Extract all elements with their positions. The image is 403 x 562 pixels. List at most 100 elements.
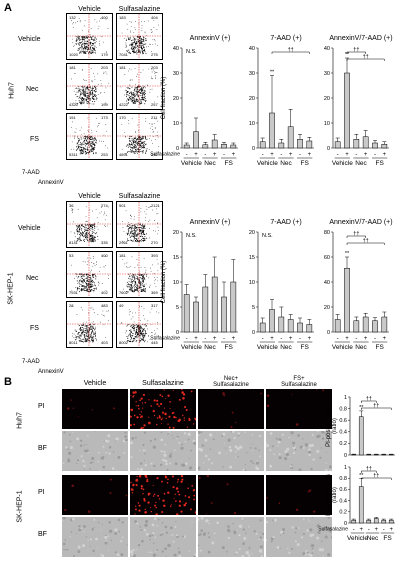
micro-row-bf-sk: BF	[38, 531, 47, 538]
annotation-ns: N.S.	[186, 49, 197, 55]
bar	[193, 131, 199, 149]
bf-micrograph	[197, 429, 264, 473]
y-tick-label: 0.6	[339, 487, 347, 493]
y-tick-label: 10	[249, 121, 255, 127]
sulfasalazine-label: Sulfasalazine	[318, 527, 348, 533]
y-tick-label: 40	[173, 46, 179, 52]
group-label: Nec	[204, 160, 216, 167]
chart-title: AnnexinV (+)	[190, 219, 231, 226]
y-tick-label: 1	[344, 395, 347, 401]
group-label: FS	[301, 160, 310, 167]
y-tick-label: 0.6	[339, 418, 347, 424]
treatment-sign: -	[299, 336, 301, 342]
quadrant-count: 400	[101, 253, 108, 258]
annotation-significance: **	[345, 251, 350, 257]
quadrant-count: 211	[151, 115, 158, 120]
y-tick-label: 20	[324, 96, 330, 102]
quadrant-count: 317	[151, 303, 158, 308]
quadrant-count: 8141	[69, 240, 78, 245]
quadrant-count: 179	[101, 52, 108, 57]
y-tick-label: 0	[176, 330, 179, 336]
y-tick-label: 0	[252, 146, 255, 152]
bar	[373, 454, 379, 456]
group-label: Nec	[280, 344, 292, 351]
group-label: Vehicle	[257, 344, 278, 351]
y-tick-label: 30	[324, 71, 330, 77]
flow-plot: 183 404 7041 275	[116, 13, 163, 60]
pi-micrograph	[62, 389, 128, 429]
annotation-dagger: ††	[373, 403, 379, 409]
quadrant-count: 183	[119, 15, 126, 20]
flow-axis-y-sk: 7-AAD	[22, 359, 40, 365]
bar	[358, 416, 364, 456]
quadrant-count: 275	[151, 52, 158, 57]
flow-plot: 151 173 5311 253	[66, 113, 113, 160]
treatment-sign: +	[389, 527, 393, 533]
treatment-sign: -	[374, 152, 376, 158]
y-tick-label: 0.8	[339, 476, 347, 482]
row-hdr-nec-sk: Nec	[26, 275, 39, 282]
quadrant-count: 8002	[119, 340, 128, 345]
bar	[259, 322, 266, 333]
treatment-sign: +	[383, 152, 387, 158]
annotation-ns: N.S.	[186, 233, 197, 239]
group-label: Vehicle	[257, 160, 278, 167]
y-axis-label: (ratio)	[332, 487, 338, 503]
treatment-sign: +	[270, 152, 274, 158]
quadrant-count: 403	[101, 340, 108, 345]
group-label: Vehicle	[181, 344, 202, 351]
y-axis-label: PI-positive cells	[326, 405, 332, 447]
y-tick-label: 40	[324, 280, 330, 286]
treatment-sign: -	[262, 152, 264, 158]
treatment-sign: -	[204, 152, 206, 158]
treatment-sign: +	[289, 152, 293, 158]
flow-plot: 36 274 8141 335	[66, 201, 113, 248]
y-axis-label: Cell fraction (%)	[161, 77, 167, 120]
treatment-sign: -	[368, 527, 370, 533]
flow-plot: 28 483 8011 403	[66, 301, 113, 348]
bar	[381, 316, 388, 333]
pi-micrograph	[128, 388, 198, 431]
flow-plot: 53 400 7931 402	[66, 251, 113, 298]
quadrant-count: 335	[101, 240, 108, 245]
bar	[287, 126, 294, 149]
quadrant-count: 53	[69, 253, 74, 258]
y-axis-label: PI-positive cells	[326, 474, 332, 516]
bar	[202, 286, 209, 333]
bar-chart: 0 10 20 30 40 AnnexinV (+) Cell fraction (%) N.…	[150, 35, 238, 167]
micro-col-fs-sulfasalazine: FS+ Sulfasalazine	[281, 376, 317, 388]
y-tick-label: 15	[173, 255, 179, 261]
chart-title: 7-AAD (+)	[270, 219, 301, 226]
y-tick-label: 0	[344, 453, 347, 459]
y-tick-label: 30	[173, 71, 179, 77]
row-hdr-vehicle: Vehicle	[18, 36, 41, 43]
quadrant-count: 270	[151, 240, 158, 245]
treatment-sign: +	[308, 152, 312, 158]
treatment-sign: +	[194, 336, 198, 342]
bar	[278, 316, 285, 333]
bar	[269, 112, 275, 149]
bf-micrograph	[62, 430, 129, 472]
y-tick-label: 0.2	[339, 510, 347, 516]
treatment-sign: +	[359, 527, 363, 533]
treatment-sign: +	[374, 527, 378, 533]
group-label: FS	[383, 535, 392, 542]
row-hdr-nec: Nec	[26, 86, 39, 93]
group-label: Nec	[280, 160, 292, 167]
y-tick-label: 5	[176, 305, 179, 311]
y-tick-label: 10	[173, 280, 179, 286]
bar	[362, 316, 369, 333]
y-tick-label: 5	[252, 305, 255, 311]
y-tick-label: 15	[249, 255, 255, 261]
bar	[202, 144, 209, 149]
y-tick-label: 0	[252, 330, 255, 336]
annotation-dagger: ††	[363, 238, 369, 244]
sulfasalazine-label: Sulfasalazine	[150, 152, 180, 158]
bar	[381, 519, 387, 524]
bar-chart: 0 5 10 15 20 AnnexinV (+) Cell fraction (%) N.S…	[150, 219, 238, 351]
quadrant-count: 199	[101, 102, 108, 107]
y-tick-label: 10	[173, 121, 179, 127]
y-tick-label: 30	[249, 71, 255, 77]
bar	[351, 519, 357, 524]
